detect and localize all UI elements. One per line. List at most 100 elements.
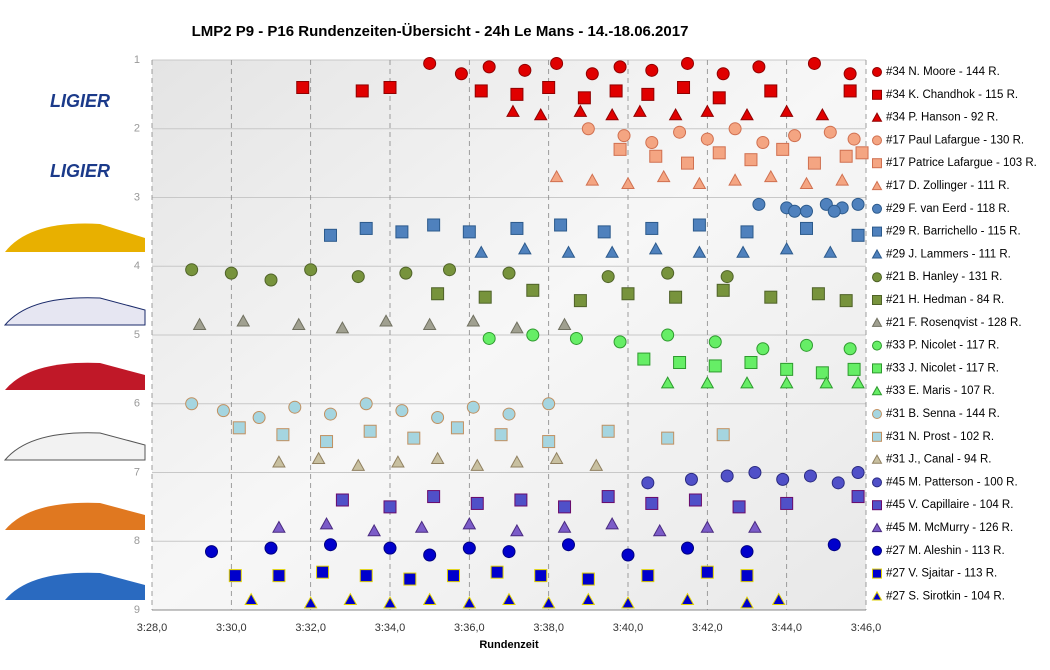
point: [851, 197, 865, 211]
point: [736, 245, 750, 258]
point: [478, 290, 492, 304]
legend-label: #21 F. Rosenqvist - 128 R.: [886, 317, 1022, 329]
point: [311, 451, 326, 465]
legend-label: #34 K. Chandhok - 115 R.: [886, 89, 1018, 101]
point: [872, 158, 882, 169]
point: [823, 125, 837, 139]
point: [502, 545, 516, 559]
point: [720, 270, 734, 284]
point: [720, 469, 734, 483]
point: [557, 520, 572, 533]
point: [613, 335, 627, 349]
x-axis-label: Rundenzeit: [479, 639, 539, 651]
point: [872, 409, 882, 419]
point: [534, 569, 548, 583]
point: [276, 428, 290, 442]
point: [450, 421, 464, 435]
point: [383, 81, 397, 94]
point: [351, 458, 366, 471]
point: [681, 156, 694, 170]
point: [673, 356, 687, 369]
point: [648, 242, 663, 255]
point: [573, 104, 588, 117]
point: [843, 84, 857, 98]
point: [661, 431, 675, 445]
point: [232, 421, 246, 435]
point: [621, 287, 635, 301]
point: [748, 520, 762, 533]
point: [872, 477, 882, 488]
point: [533, 107, 548, 121]
point: [585, 173, 600, 186]
x-tick-label: 3:32,0: [295, 622, 326, 634]
point: [872, 340, 882, 351]
car: [5, 362, 145, 390]
y-tick-label: 5: [134, 329, 140, 341]
point: [872, 203, 882, 214]
point: [871, 180, 883, 191]
point: [395, 225, 409, 239]
point: [744, 153, 758, 167]
point: [708, 335, 722, 349]
point: [872, 363, 882, 374]
point: [288, 400, 302, 414]
point: [752, 197, 766, 211]
y-tick-label: 7: [134, 466, 140, 478]
legend-label: #21 H. Hedman - 84 R.: [886, 294, 1004, 306]
x-tick-label: 3:28,0: [137, 622, 168, 634]
point: [403, 572, 417, 586]
point: [677, 81, 691, 94]
point: [542, 435, 556, 449]
x-tick-label: 3:44,0: [771, 622, 802, 634]
point: [335, 493, 349, 507]
car: [3, 432, 146, 461]
point: [391, 455, 405, 468]
point: [645, 63, 659, 77]
point: [641, 87, 655, 101]
point: [839, 294, 853, 308]
point: [799, 176, 814, 190]
point: [272, 520, 286, 533]
point: [800, 204, 813, 218]
point: [557, 317, 572, 330]
y-tick-label: 1: [134, 54, 140, 66]
y-tick-label: 3: [134, 191, 140, 203]
point: [422, 317, 437, 330]
point: [771, 592, 786, 605]
point: [788, 129, 802, 143]
point: [185, 263, 199, 277]
point: [252, 411, 266, 424]
point: [304, 263, 318, 277]
point: [819, 376, 834, 389]
point: [605, 245, 619, 258]
car: [3, 297, 146, 326]
point: [462, 225, 476, 239]
point: [621, 596, 635, 609]
car: [5, 502, 145, 530]
point: [427, 490, 441, 504]
point: [605, 517, 619, 530]
y-tick-label: 4: [134, 260, 140, 272]
point: [423, 548, 437, 562]
point: [562, 538, 575, 552]
point: [652, 523, 667, 537]
side-images: LIGIER LIGIER: [3, 91, 146, 600]
point: [827, 204, 841, 218]
point: [335, 321, 350, 334]
point: [661, 266, 675, 280]
point: [823, 245, 838, 258]
point: [688, 493, 702, 507]
point: [716, 67, 730, 81]
point: [692, 176, 707, 190]
point: [847, 362, 861, 376]
point: [272, 569, 286, 583]
point: [756, 136, 770, 149]
legend-label: #17 Patrice Lafargue - 103 R.: [886, 157, 1037, 169]
point: [422, 592, 437, 605]
point: [264, 541, 278, 555]
point: [510, 87, 524, 101]
point: [803, 469, 817, 483]
chart-title: LMP2 P9 - P16 Rundenzeiten-Übersicht - 2…: [192, 23, 689, 40]
point: [684, 472, 698, 486]
point: [343, 592, 358, 605]
